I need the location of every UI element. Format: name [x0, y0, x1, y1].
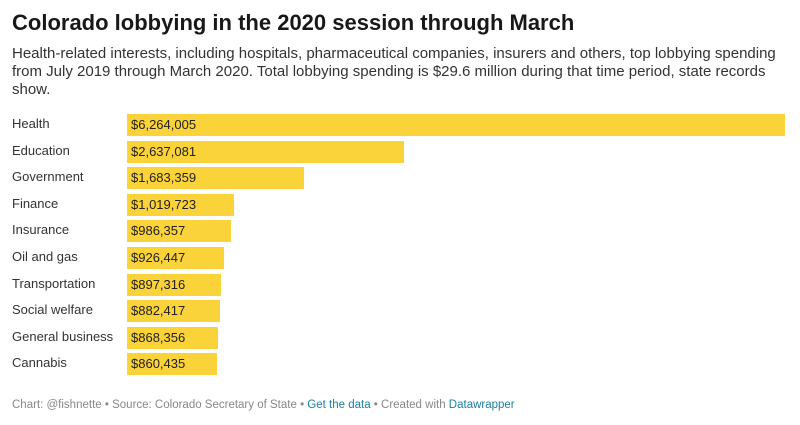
bar-row: Transportation $897,316	[0, 271, 800, 298]
bar-row: Government $1,683,359	[0, 164, 800, 191]
value-label: $986,357	[131, 223, 186, 239]
chart-footer: Chart: @fishnette • Source: Colorado Sec…	[12, 399, 515, 411]
category-label: Transportation	[12, 275, 96, 291]
chart-title: Colorado lobbying in the 2020 session th…	[12, 10, 575, 35]
datawrapper-link[interactable]: Datawrapper	[448, 399, 515, 411]
bar	[127, 140, 404, 163]
bar	[127, 114, 785, 136]
value-label: $868,356	[131, 329, 186, 345]
bar-row: Oil and gas $926,447	[0, 244, 800, 271]
bar	[127, 193, 235, 216]
bar	[127, 220, 231, 243]
category-label: General business	[12, 328, 114, 344]
created-with-text: Created with	[381, 399, 446, 411]
chart-subtitle: Health-related interests, including hosp…	[12, 45, 776, 98]
bar	[127, 300, 220, 323]
bar	[127, 353, 218, 376]
bar-row: Finance $1,019,723	[0, 191, 800, 218]
value-label: $897,316	[131, 276, 186, 292]
value-label: $2,637,081	[131, 143, 197, 159]
chart-credit: Chart: @fishnette	[12, 399, 102, 411]
bar-chart: Health $6,264,005 Education $2,637,081 Gover…	[0, 111, 800, 381]
bar	[127, 326, 219, 349]
get-the-data-link[interactable]: Get the data	[307, 399, 371, 411]
category-label: Finance	[12, 195, 59, 211]
value-label: $926,447	[131, 250, 186, 265]
value-label: $882,417	[131, 303, 186, 319]
chart-source: Source: Colorado Secretary of State	[112, 399, 297, 411]
bar-row: Social welfare $882,417	[0, 297, 800, 324]
category-label: Health	[12, 116, 50, 131]
category-label: Cannabis	[12, 355, 67, 371]
bar-row: Cannabis $860,435	[0, 350, 800, 377]
footer-separator: •	[300, 399, 305, 411]
value-label: $1,683,359	[131, 170, 197, 186]
value-label: $1,019,723	[131, 196, 197, 212]
category-label: Education	[12, 142, 70, 158]
category-label: Oil and gas	[12, 249, 78, 264]
category-label: Social welfare	[12, 302, 93, 318]
category-label: Insurance	[12, 222, 70, 238]
bar	[127, 273, 222, 296]
bar-row: Education $2,637,081	[0, 138, 800, 165]
value-label: $860,435	[131, 356, 186, 372]
bar-row: Insurance $986,357	[0, 217, 800, 244]
value-label: $6,264,005	[131, 117, 197, 132]
bar-row: Health $6,264,005	[0, 111, 800, 138]
bar	[127, 167, 304, 190]
category-label: Government	[12, 169, 84, 185]
footer-separator: •	[104, 399, 109, 411]
bar-row: General business $868,356	[0, 324, 800, 351]
bar	[127, 247, 225, 269]
footer-separator: •	[373, 399, 378, 411]
